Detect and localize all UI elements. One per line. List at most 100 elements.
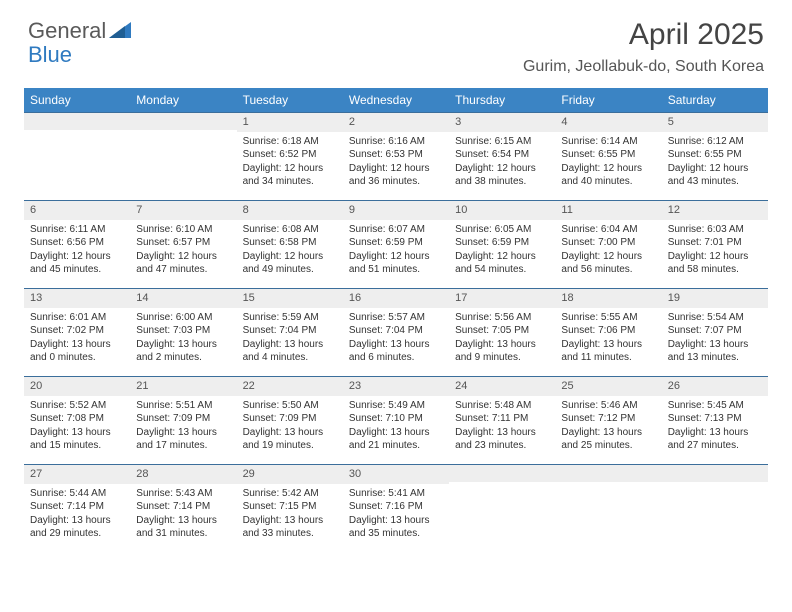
day-body: Sunrise: 5:43 AMSunset: 7:14 PMDaylight:… <box>130 484 236 547</box>
location-subtitle: Gurim, Jeollabuk-do, South Korea <box>523 58 764 76</box>
calendar-cell: 15Sunrise: 5:59 AMSunset: 7:04 PMDayligh… <box>237 288 343 376</box>
daylight-line: Daylight: 12 hours and 45 minutes. <box>30 250 124 277</box>
calendar-cell: 1Sunrise: 6:18 AMSunset: 6:52 PMDaylight… <box>237 112 343 200</box>
daylight-line: Daylight: 13 hours and 13 minutes. <box>668 338 762 365</box>
daylight-line: Daylight: 13 hours and 33 minutes. <box>243 514 337 541</box>
header: General April 2025 Gurim, Jeollabuk-do, … <box>0 0 792 80</box>
daylight-line: Daylight: 13 hours and 0 minutes. <box>30 338 124 365</box>
calendar-cell <box>449 464 555 552</box>
calendar-cell: 10Sunrise: 6:05 AMSunset: 6:59 PMDayligh… <box>449 200 555 288</box>
calendar-cell: 5Sunrise: 6:12 AMSunset: 6:55 PMDaylight… <box>662 112 768 200</box>
daylight-line: Daylight: 12 hours and 51 minutes. <box>349 250 443 277</box>
sunrise-line: Sunrise: 5:57 AM <box>349 311 443 325</box>
calendar-cell: 7Sunrise: 6:10 AMSunset: 6:57 PMDaylight… <box>130 200 236 288</box>
daylight-line: Daylight: 13 hours and 29 minutes. <box>30 514 124 541</box>
sunset-line: Sunset: 7:10 PM <box>349 412 443 426</box>
sunset-line: Sunset: 7:09 PM <box>136 412 230 426</box>
day-body: Sunrise: 6:00 AMSunset: 7:03 PMDaylight:… <box>130 308 236 371</box>
sunset-line: Sunset: 6:59 PM <box>455 236 549 250</box>
sunrise-line: Sunrise: 5:51 AM <box>136 399 230 413</box>
daylight-line: Daylight: 12 hours and 40 minutes. <box>561 162 655 189</box>
sunrise-line: Sunrise: 6:16 AM <box>349 135 443 149</box>
daylight-line: Daylight: 12 hours and 49 minutes. <box>243 250 337 277</box>
day-number: 4 <box>555 113 661 132</box>
sunset-line: Sunset: 7:09 PM <box>243 412 337 426</box>
sunrise-line: Sunrise: 5:45 AM <box>668 399 762 413</box>
sunrise-line: Sunrise: 6:15 AM <box>455 135 549 149</box>
day-number: 23 <box>343 377 449 396</box>
day-number: 1 <box>237 113 343 132</box>
sunset-line: Sunset: 7:16 PM <box>349 500 443 514</box>
sunset-line: Sunset: 7:03 PM <box>136 324 230 338</box>
day-number: 15 <box>237 289 343 308</box>
daylight-line: Daylight: 13 hours and 19 minutes. <box>243 426 337 453</box>
sunrise-line: Sunrise: 5:41 AM <box>349 487 443 501</box>
weekday-header: Sunday <box>24 88 130 112</box>
sunrise-line: Sunrise: 6:00 AM <box>136 311 230 325</box>
calendar-cell: 18 Sunrise: 5:55 AMSunset: 7:06 PMDayligh… <box>555 288 661 376</box>
sunrise-line: Sunrise: 5:49 AM <box>349 399 443 413</box>
day-number: 2 <box>343 113 449 132</box>
calendar-cell: 12Sunrise: 6:03 AMSunset: 7:01 PMDayligh… <box>662 200 768 288</box>
logo-text-general: General <box>28 18 106 44</box>
daylight-line: Daylight: 12 hours and 36 minutes. <box>349 162 443 189</box>
sunset-line: Sunset: 7:00 PM <box>561 236 655 250</box>
sunset-line: Sunset: 7:05 PM <box>455 324 549 338</box>
sunset-line: Sunset: 7:07 PM <box>668 324 762 338</box>
day-number: 6 <box>24 201 130 220</box>
daylight-line: Daylight: 13 hours and 27 minutes. <box>668 426 762 453</box>
sunset-line: Sunset: 6:52 PM <box>243 148 337 162</box>
logo-triangle-icon <box>109 20 131 43</box>
day-number: 18 <box>555 289 661 308</box>
daylight-line: Daylight: 12 hours and 56 minutes. <box>561 250 655 277</box>
day-number <box>24 113 130 130</box>
day-number: 21 <box>130 377 236 396</box>
calendar-cell <box>662 464 768 552</box>
day-body: Sunrise: 5:49 AMSunset: 7:10 PMDaylight:… <box>343 396 449 459</box>
sunrise-line: Sunrise: 6:14 AM <box>561 135 655 149</box>
calendar-cell: 23Sunrise: 5:49 AMSunset: 7:10 PMDayligh… <box>343 376 449 464</box>
sunrise-line: Sunrise: 5:42 AM <box>243 487 337 501</box>
calendar-cell: 16Sunrise: 5:57 AMSunset: 7:04 PMDayligh… <box>343 288 449 376</box>
calendar-cell <box>555 464 661 552</box>
day-number <box>449 465 555 482</box>
weekday-header-row: SundayMondayTuesdayWednesdayThursdayFrid… <box>24 88 768 112</box>
day-body: Sunrise: 6:05 AMSunset: 6:59 PMDaylight:… <box>449 220 555 283</box>
calendar-cell: 9Sunrise: 6:07 AMSunset: 6:59 PMDaylight… <box>343 200 449 288</box>
daylight-line: Daylight: 12 hours and 38 minutes. <box>455 162 549 189</box>
day-number: 22 <box>237 377 343 396</box>
weekday-header: Friday <box>555 88 661 112</box>
daylight-line: Daylight: 13 hours and 2 minutes. <box>136 338 230 365</box>
day-number: 20 <box>24 377 130 396</box>
sunset-line: Sunset: 6:55 PM <box>668 148 762 162</box>
sunrise-line: Sunrise: 5:43 AM <box>136 487 230 501</box>
weekday-header: Tuesday <box>237 88 343 112</box>
sunset-line: Sunset: 7:14 PM <box>136 500 230 514</box>
day-body: Sunrise: 5:48 AMSunset: 7:11 PMDaylight:… <box>449 396 555 459</box>
day-body: Sunrise: 5:45 AMSunset: 7:13 PMDaylight:… <box>662 396 768 459</box>
day-body: Sunrise: 6:01 AMSunset: 7:02 PMDaylight:… <box>24 308 130 371</box>
day-body: Sunrise: 5:57 AMSunset: 7:04 PMDaylight:… <box>343 308 449 371</box>
day-number: 19 <box>662 289 768 308</box>
calendar-grid: 1Sunrise: 6:18 AMSunset: 6:52 PMDaylight… <box>24 112 768 552</box>
day-body: Sunrise: 5:46 AMSunset: 7:12 PMDaylight:… <box>555 396 661 459</box>
day-number <box>662 465 768 482</box>
sunrise-line: Sunrise: 5:56 AM <box>455 311 549 325</box>
sunrise-line: Sunrise: 6:04 AM <box>561 223 655 237</box>
daylight-line: Daylight: 13 hours and 11 minutes. <box>561 338 655 365</box>
sunrise-line: Sunrise: 5:55 AM <box>561 311 655 325</box>
weekday-header: Thursday <box>449 88 555 112</box>
daylight-line: Daylight: 13 hours and 23 minutes. <box>455 426 549 453</box>
daylight-line: Daylight: 13 hours and 15 minutes. <box>30 426 124 453</box>
sunrise-line: Sunrise: 5:48 AM <box>455 399 549 413</box>
day-number: 30 <box>343 465 449 484</box>
sunrise-line: Sunrise: 6:05 AM <box>455 223 549 237</box>
day-number: 28 <box>130 465 236 484</box>
day-number: 12 <box>662 201 768 220</box>
day-body: Sunrise: 5:52 AMSunset: 7:08 PMDaylight:… <box>24 396 130 459</box>
logo: General <box>28 18 133 44</box>
sunset-line: Sunset: 6:53 PM <box>349 148 443 162</box>
sunset-line: Sunset: 7:06 PM <box>561 324 655 338</box>
logo-text-blue: Blue <box>28 42 72 67</box>
sunset-line: Sunset: 7:04 PM <box>349 324 443 338</box>
